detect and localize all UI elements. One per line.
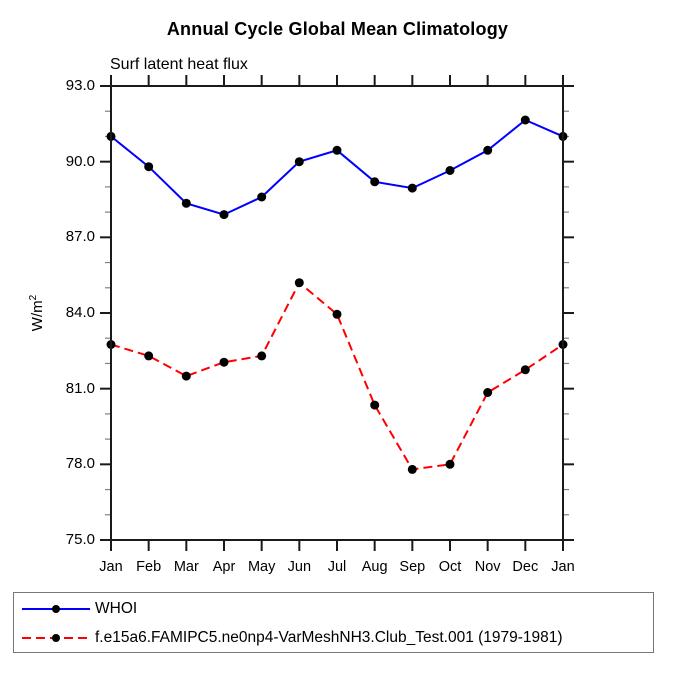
legend-item: f.e15a6.FAMIPC5.ne0np4-VarMeshNH3.Club_T… <box>14 625 653 651</box>
chart-subtitle: Surf latent heat flux <box>110 56 248 73</box>
legend-sample-line <box>22 605 90 613</box>
y-tick-label: 87.0 <box>65 228 95 246</box>
x-tick-label: Nov <box>474 559 501 575</box>
x-tick-label: May <box>247 559 276 575</box>
legend-label: WHOI <box>95 600 138 617</box>
y-tick-label: 93.0 <box>65 77 95 94</box>
x-tick-label: Sep <box>399 559 426 575</box>
legend-items: WHOI f.e15a6.FAMIPC5.ne0np4-VarMeshNH3.Cl… <box>14 596 653 651</box>
x-tick-label: Jul <box>327 559 347 575</box>
x-tick-label: Dec <box>512 559 539 575</box>
legend-label: f.e15a6.FAMIPC5.ne0np4-VarMeshNH3.Club_T… <box>95 629 563 646</box>
x-tick-label: Oct <box>438 559 462 575</box>
x-tick-label: Jan <box>551 559 575 575</box>
y-tick-label: 75.0 <box>65 531 95 548</box>
x-tick-label: Apr <box>212 559 236 575</box>
x-tick-label: Jun <box>287 559 312 575</box>
chart-title: Annual Cycle Global Mean Climatology <box>166 19 509 39</box>
y-tick-label: 84.0 <box>65 304 95 321</box>
y-tick-label: 78.0 <box>65 455 95 473</box>
legend: WHOI f.e15a6.FAMIPC5.ne0np4-VarMeshNH3.Cl… <box>13 592 654 653</box>
x-tick-label: Aug <box>361 559 388 575</box>
x-tick-label: Mar <box>173 559 199 575</box>
legend-sample-line <box>22 634 90 642</box>
x-tick-label: Jan <box>99 559 123 575</box>
legend-item: WHOI <box>14 596 653 622</box>
y-tick-label: 81.0 <box>65 379 95 397</box>
y-tick-label: 90.0 <box>65 152 95 170</box>
x-tick-label: Feb <box>136 559 162 575</box>
